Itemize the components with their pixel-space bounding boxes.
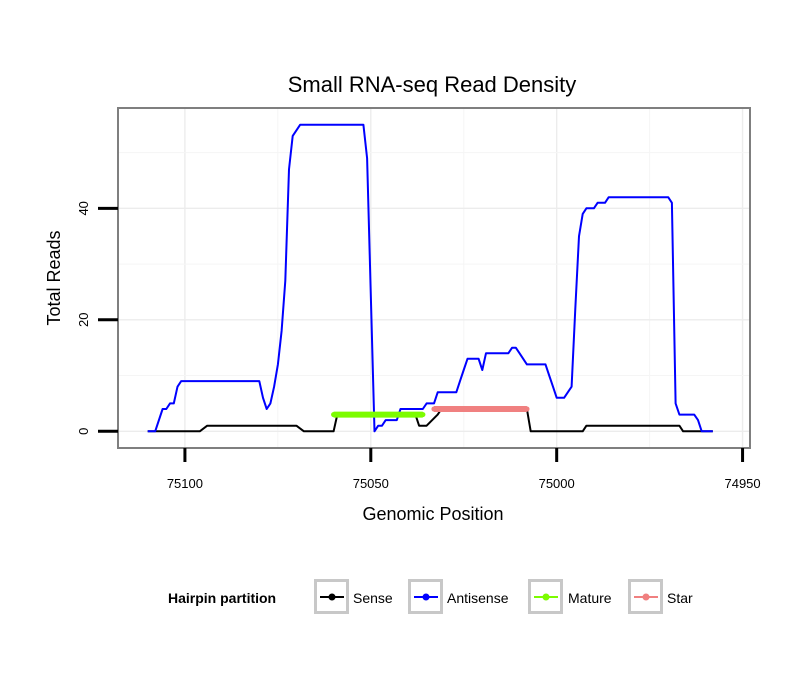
series-point-mature: [401, 411, 407, 418]
series-point-mature: [416, 411, 422, 418]
series-point-mature: [409, 411, 415, 418]
plot-panel: [117, 107, 751, 449]
series-point-star: [464, 406, 471, 412]
legend: Hairpin partition Sense Antisense Mature St…: [168, 579, 693, 614]
series-point-mature: [357, 411, 363, 418]
x-tick-label: 75050: [353, 476, 389, 491]
series-point-mature: [360, 411, 366, 418]
series-point-mature: [375, 411, 381, 418]
series-line-antisense: [147, 123, 713, 433]
series-point-mature: [386, 411, 392, 418]
series-point-star: [524, 406, 530, 412]
legend-key-point: [328, 593, 336, 601]
series-point-mature: [412, 411, 419, 418]
series-point-mature: [390, 411, 396, 418]
x-tick-label: 75000: [539, 476, 575, 491]
legend-label: Star: [667, 590, 693, 606]
legend-label: Antisense: [447, 590, 509, 606]
legend-item-antisense: Antisense: [408, 579, 509, 614]
series-point-star: [516, 406, 523, 412]
series-point-mature: [342, 411, 348, 418]
series-point-star: [483, 406, 489, 412]
series-point-mature: [420, 411, 426, 418]
y-tick-label: 20: [76, 313, 91, 327]
series-point-star: [505, 406, 511, 412]
series-point-star: [490, 406, 497, 412]
series-point-star: [487, 406, 493, 412]
series-point-mature: [383, 411, 389, 418]
legend-item-mature: Mature: [528, 579, 612, 614]
series-point-mature: [397, 411, 404, 418]
y-tick-label: 0: [76, 428, 91, 435]
series-point-mature: [405, 411, 411, 418]
series-point-mature: [334, 411, 340, 418]
series-point-star: [435, 406, 441, 412]
chart-title: Small RNA-seq Read Density: [288, 72, 577, 97]
series-point-mature: [379, 411, 385, 418]
series-point-mature: [394, 411, 400, 418]
series-point-star: [509, 406, 515, 412]
legend-label: Sense: [353, 590, 393, 606]
series-point-star: [494, 406, 500, 412]
series-point-mature: [353, 411, 359, 418]
legend-title: Hairpin partition: [168, 590, 276, 606]
x-tick-label: 74950: [724, 476, 760, 491]
series-point-star: [513, 406, 519, 412]
y-tick-label: 40: [76, 201, 91, 215]
series-point-star: [453, 406, 459, 412]
series-point-star: [449, 406, 456, 412]
legend-key-point: [642, 593, 650, 601]
series-point-mature: [368, 411, 374, 418]
series-point-star: [461, 406, 467, 412]
grid: [118, 108, 750, 448]
series-point-star: [457, 406, 463, 412]
legend-key-point: [542, 593, 550, 601]
axes: 75100 75050 75000 74950 0 20 40: [76, 201, 761, 491]
x-tick-label: 75100: [167, 476, 203, 491]
series-point-mature: [338, 411, 344, 418]
legend-label: Mature: [568, 590, 612, 606]
series-point-star: [498, 406, 504, 412]
series-point-star: [479, 406, 485, 412]
series-point-star: [476, 406, 482, 412]
series-point-mature: [364, 411, 370, 418]
series-point-star: [502, 406, 508, 412]
legend-item-sense: Sense: [314, 579, 393, 614]
y-axis-title: Total Reads: [44, 230, 64, 325]
legend-key-point: [422, 593, 430, 601]
series-point-star: [446, 406, 452, 412]
series-point-mature: [349, 411, 355, 418]
series-point-star: [442, 406, 448, 412]
series-point-star: [520, 406, 526, 412]
legend-item-star: Star: [628, 579, 693, 614]
series-point-mature: [371, 411, 378, 418]
series-point-star: [468, 406, 474, 412]
x-axis-title: Genomic Position: [362, 504, 503, 524]
series-point-star: [431, 406, 437, 412]
series-point-mature: [345, 411, 352, 418]
series-point-mature: [331, 411, 337, 418]
series-group: [147, 123, 713, 433]
series-point-star: [438, 406, 445, 412]
series-point-star: [472, 406, 478, 412]
series-line-sense: [147, 408, 713, 433]
